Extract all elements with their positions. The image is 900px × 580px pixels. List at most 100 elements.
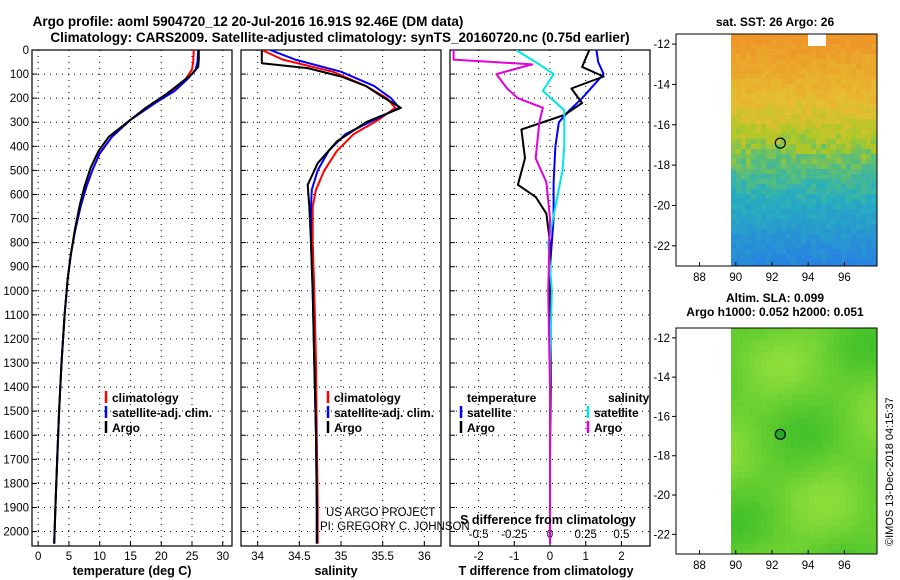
sla-cell [851, 514, 858, 521]
sla-cell [779, 508, 786, 515]
sst-cell [801, 174, 806, 179]
sst-cell [756, 99, 761, 104]
sla-cell [767, 328, 774, 335]
sst-cell [816, 214, 821, 219]
sst-cell [766, 124, 771, 129]
sst-cell [821, 79, 826, 84]
sla-cell [761, 550, 768, 554]
sla-cell [809, 376, 816, 383]
sla-cell [737, 466, 744, 473]
sst-cell [806, 69, 811, 74]
sst-cell [811, 59, 816, 64]
sst-cell [736, 39, 741, 44]
sst-cell [851, 54, 856, 59]
depth-tick-label: 100 [10, 69, 29, 81]
sla-cell [839, 358, 846, 365]
sst-cell [871, 189, 876, 194]
sst-cell [761, 229, 766, 234]
sst-cell [791, 184, 796, 189]
sst-cell [791, 59, 796, 64]
sla-cell [857, 478, 864, 485]
sst-cell [831, 139, 836, 144]
depth-tick-label: 600 [10, 189, 29, 201]
sla-cell [809, 328, 816, 335]
sst-cell [856, 159, 861, 164]
sst-cell [866, 234, 871, 239]
sst-cell [796, 134, 801, 139]
sst-cell [836, 259, 841, 264]
sla-cell [815, 352, 822, 359]
sst-cell [846, 264, 851, 266]
sst-cell [831, 99, 836, 104]
sst-cell [746, 254, 751, 259]
sst-cell [781, 194, 786, 199]
sla-cell [749, 346, 756, 353]
sst-cell [756, 199, 761, 204]
sla-cell [821, 388, 828, 395]
sla-cell [743, 490, 750, 497]
sst-cell [801, 249, 806, 254]
sla-cell [767, 352, 774, 359]
sst-cell [871, 39, 876, 44]
sst-cell [811, 84, 816, 89]
sst-cell [806, 129, 811, 134]
sla-cell [809, 550, 816, 554]
sst-cell [856, 149, 861, 154]
sla-cell [863, 484, 870, 491]
sst-cell [771, 59, 776, 64]
sla-cell [827, 514, 834, 521]
sst-cell [871, 114, 876, 119]
sst-cell [741, 229, 746, 234]
sst-cell [736, 204, 741, 209]
sst-cell [751, 49, 756, 54]
sst-cell [801, 194, 806, 199]
sla-cell [785, 370, 792, 377]
sla-cell [875, 532, 877, 539]
sla-cell [779, 406, 786, 413]
sst-cell [731, 149, 736, 154]
sla-cell [785, 382, 792, 389]
sla-cell [791, 370, 798, 377]
sst-cell [751, 39, 756, 44]
legend-label-climatology: climatology [112, 391, 179, 405]
sla-cell [773, 388, 780, 395]
sst-cell [841, 114, 846, 119]
sst-cell [731, 194, 736, 199]
sla-cell [737, 346, 744, 353]
sla-cell [743, 484, 750, 491]
sla-cell [851, 478, 858, 485]
sst-cell [761, 169, 766, 174]
sst-cell [836, 129, 841, 134]
sst-cell [791, 264, 796, 266]
sst-cell [766, 104, 771, 109]
sla-cell [851, 460, 858, 467]
sst-cell [801, 119, 806, 124]
sla-cell [743, 346, 750, 353]
sla-cell [737, 472, 744, 479]
sla-cell [755, 520, 762, 527]
sst-cell [806, 109, 811, 114]
sla-cell [749, 544, 756, 551]
sst-cell [741, 159, 746, 164]
sla-cell [749, 502, 756, 509]
sst-cell [796, 119, 801, 124]
sla-cell [737, 490, 744, 497]
sla-cell [869, 514, 876, 521]
sst-cell [871, 64, 876, 69]
sla-cell [839, 418, 846, 425]
sla-cell [845, 334, 852, 341]
sst-cell [771, 164, 776, 169]
sla-cell [833, 532, 840, 539]
sla-cell [869, 484, 876, 491]
sst-cell [826, 74, 831, 79]
sla-cell [749, 532, 756, 539]
sst-cell [841, 249, 846, 254]
sla-cell [731, 400, 738, 407]
sst-cell [816, 199, 821, 204]
sla-cell [737, 520, 744, 527]
sla-cell [875, 550, 877, 554]
sla-cell [773, 340, 780, 347]
sla-cell [863, 430, 870, 437]
sla-cell [737, 436, 744, 443]
sst-cell [771, 244, 776, 249]
